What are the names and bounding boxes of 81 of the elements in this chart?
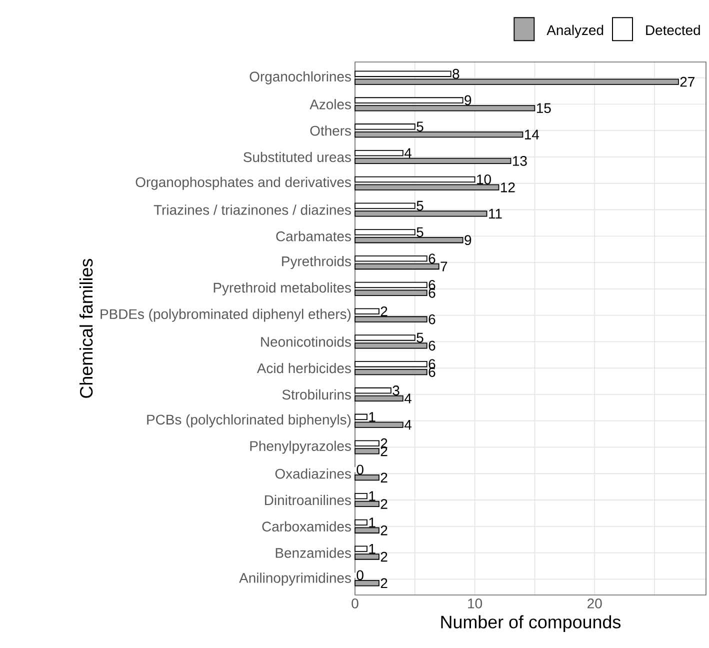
bar [354,158,512,164]
data-label: 6 [428,288,436,298]
y-tick-label: Strobilurins [282,389,351,400]
x-axis-title: Number of compounds [441,615,621,632]
data-label: 13 [512,156,527,166]
data-label: 2 [380,472,388,482]
data-label: 6 [428,340,436,351]
data-label: 5 [416,200,424,211]
data-label: 2 [380,306,388,316]
bar [354,368,428,376]
bar [354,387,392,394]
bar [354,500,380,508]
data-label: 8 [452,68,460,79]
data-label: 9 [464,235,472,246]
bar [354,519,368,526]
bar [354,131,524,138]
y-tick-label: Acid herbicides [256,362,351,374]
bar [354,263,440,270]
y-tick-label: Organochlorines [250,71,351,84]
y-tick-label: Phenylpyrazoles [250,440,351,454]
data-label: 12 [501,182,515,192]
bar [354,580,380,586]
data-label: 0 [356,570,364,580]
y-tick-label: Neonicotinoids [261,336,351,347]
data-label: 4 [404,394,412,404]
y-tick-label: Pyrethroids [282,256,351,270]
bar [354,124,416,130]
data-label: 9 [464,95,472,106]
bar [354,150,404,156]
y-tick-label: Benzamides [276,548,351,558]
data-label: 0 [356,464,364,475]
bar [354,474,380,481]
data-label: 11 [489,208,502,219]
legend-label: Analyzed [546,24,604,38]
data-label: 6 [428,254,436,264]
y-tick-label: Pyrethroid metabolites [214,282,351,296]
data-label: 1 [369,518,376,528]
data-label: 1 [369,412,376,422]
data-label: 10 [477,174,491,184]
data-label: 6 [428,314,436,324]
bar [354,282,428,288]
data-label: 2 [380,499,388,509]
data-label: 4 [404,420,412,430]
y-tick-label: Organophosphates and derivatives [136,176,351,190]
x-tick-label: 0 [352,598,358,608]
bar [354,361,428,368]
bar [354,255,428,262]
data-label: 2 [380,525,388,536]
data-label: 6 [428,359,436,370]
y-tick-label: Others [310,125,351,136]
data-label: 5 [416,122,424,132]
y-tick-label: Dinitroanilines [265,494,351,506]
bar [354,395,404,402]
data-label: 27 [680,76,694,87]
data-label: 15 [536,103,551,114]
y-tick-label: Azoles [310,99,351,110]
y-tick-label: PCBs (polychlorinated biphenyls) [147,414,351,428]
data-label: 14 [524,130,540,140]
data-label: 3 [392,386,400,396]
data-label: 2 [380,552,388,562]
data-label: 4 [404,148,412,158]
legend-label: Detected [646,24,700,36]
y-axis-title: Chemical families [80,258,93,398]
x-tick-label: 20 [588,598,602,608]
data-label: 1 [369,544,376,554]
data-label: 2 [380,578,388,588]
bar [354,527,380,534]
y-tick-label: Carbamates [276,231,351,242]
y-tick-label: PBDEs (polybrominated diphenyl ethers) [100,308,351,322]
bar [354,290,428,296]
y-tick-label: Oxadiazines [275,468,351,479]
y-tick-label: Carboxamides [262,521,351,532]
data-label: 7 [440,262,448,272]
data-label: 5 [416,332,424,343]
y-tick-label: Substituted ureas [244,152,351,162]
data-label: 5 [416,227,424,238]
data-label: 1 [369,491,376,501]
x-tick-label: 10 [468,598,482,608]
y-tick-label: Anilinopyrimidines [239,572,351,586]
bar [354,492,368,500]
y-tick-label: Triazines / triazinones / diazines [154,204,351,215]
